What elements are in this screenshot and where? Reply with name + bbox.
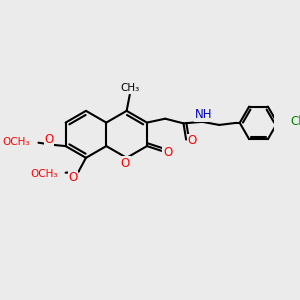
Text: NH: NH bbox=[195, 108, 212, 121]
Text: O: O bbox=[163, 146, 172, 159]
Text: O: O bbox=[44, 133, 53, 146]
Text: O: O bbox=[68, 171, 77, 184]
Text: O: O bbox=[188, 134, 197, 147]
Text: OCH₃: OCH₃ bbox=[31, 169, 58, 179]
Text: CH₃: CH₃ bbox=[121, 83, 140, 93]
Text: Cl: Cl bbox=[290, 115, 300, 128]
Text: O: O bbox=[121, 157, 130, 169]
Text: OCH₃: OCH₃ bbox=[3, 136, 30, 147]
